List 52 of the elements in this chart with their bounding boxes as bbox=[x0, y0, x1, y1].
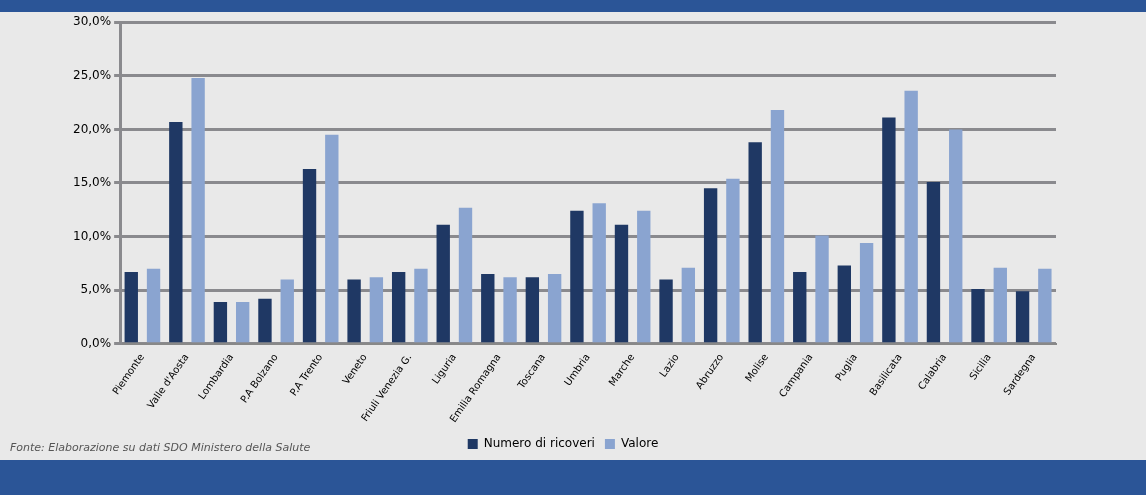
bar bbox=[458, 207, 473, 343]
bar bbox=[481, 274, 495, 343]
bar bbox=[414, 268, 428, 343]
y-tick-label: 10,0% bbox=[73, 228, 112, 243]
y-tick-label: 25,0% bbox=[73, 67, 112, 82]
source-note: Fonte: Elaborazione su dati SDO Ministero della Salute bbox=[10, 441, 311, 454]
bar bbox=[1015, 291, 1030, 343]
bar bbox=[859, 243, 874, 343]
bar bbox=[949, 129, 963, 343]
bar bbox=[815, 235, 829, 343]
bar bbox=[169, 121, 183, 343]
bar bbox=[770, 110, 785, 343]
bar bbox=[570, 210, 584, 343]
y-tick-label: 15,0% bbox=[73, 175, 112, 190]
bar bbox=[703, 188, 718, 343]
bar bbox=[369, 277, 384, 343]
bar bbox=[681, 267, 696, 343]
y-tick-label: 30,0% bbox=[73, 14, 112, 29]
y-tick-label: 0,0% bbox=[80, 335, 112, 350]
bar bbox=[726, 178, 740, 343]
bar bbox=[525, 277, 540, 343]
bar bbox=[146, 268, 161, 343]
bar bbox=[993, 267, 1007, 343]
bar bbox=[213, 301, 228, 343]
y-tick-label: 20,0% bbox=[73, 121, 112, 136]
bar bbox=[748, 142, 762, 343]
bar bbox=[659, 279, 673, 343]
bar bbox=[614, 224, 629, 343]
bar bbox=[391, 271, 406, 343]
bar bbox=[436, 224, 450, 343]
bar bbox=[347, 279, 361, 343]
bar bbox=[280, 279, 294, 343]
y-tick-label: 5,0% bbox=[80, 282, 112, 297]
bar bbox=[325, 134, 339, 343]
bar bbox=[258, 298, 272, 343]
bar bbox=[592, 203, 606, 343]
bar bbox=[882, 117, 896, 343]
bar bbox=[235, 301, 250, 343]
bar bbox=[503, 277, 517, 343]
bar bbox=[793, 271, 807, 343]
bar bbox=[302, 169, 317, 343]
legend-label: Numero di ricoveri bbox=[483, 436, 595, 451]
bar bbox=[837, 265, 851, 343]
bar bbox=[1038, 268, 1052, 343]
bar bbox=[904, 90, 918, 343]
bar bbox=[191, 77, 205, 343]
bar bbox=[926, 181, 941, 343]
bar bbox=[547, 274, 562, 343]
bar bbox=[637, 210, 651, 343]
bar bbox=[124, 271, 138, 343]
bar bbox=[971, 289, 985, 343]
legend-label: Valore bbox=[620, 436, 659, 451]
